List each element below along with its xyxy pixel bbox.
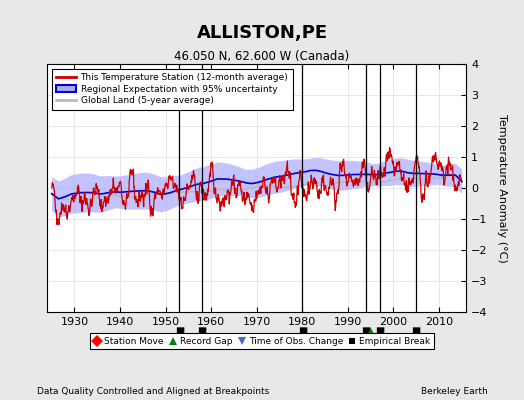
Text: 46.050 N, 62.600 W (Canada): 46.050 N, 62.600 W (Canada) [174,50,350,63]
Text: ALLISTON,PE: ALLISTON,PE [196,24,328,42]
Text: ■: ■ [375,326,385,336]
Text: ■: ■ [412,326,421,336]
Text: ■: ■ [174,326,184,336]
Text: Data Quality Controlled and Aligned at Breakpoints: Data Quality Controlled and Aligned at B… [37,387,269,396]
Text: ■: ■ [198,326,206,336]
Text: ■: ■ [362,326,371,336]
Text: Berkeley Earth: Berkeley Earth [421,387,487,396]
Y-axis label: Temperature Anomaly (°C): Temperature Anomaly (°C) [497,114,507,262]
Legend: This Temperature Station (12-month average), Regional Expectation with 95% uncer: This Temperature Station (12-month avera… [52,68,293,110]
Legend: Station Move, Record Gap, Time of Obs. Change, Empirical Break: Station Move, Record Gap, Time of Obs. C… [90,333,434,350]
Text: ▲: ▲ [367,326,375,336]
Text: ■: ■ [298,326,307,336]
